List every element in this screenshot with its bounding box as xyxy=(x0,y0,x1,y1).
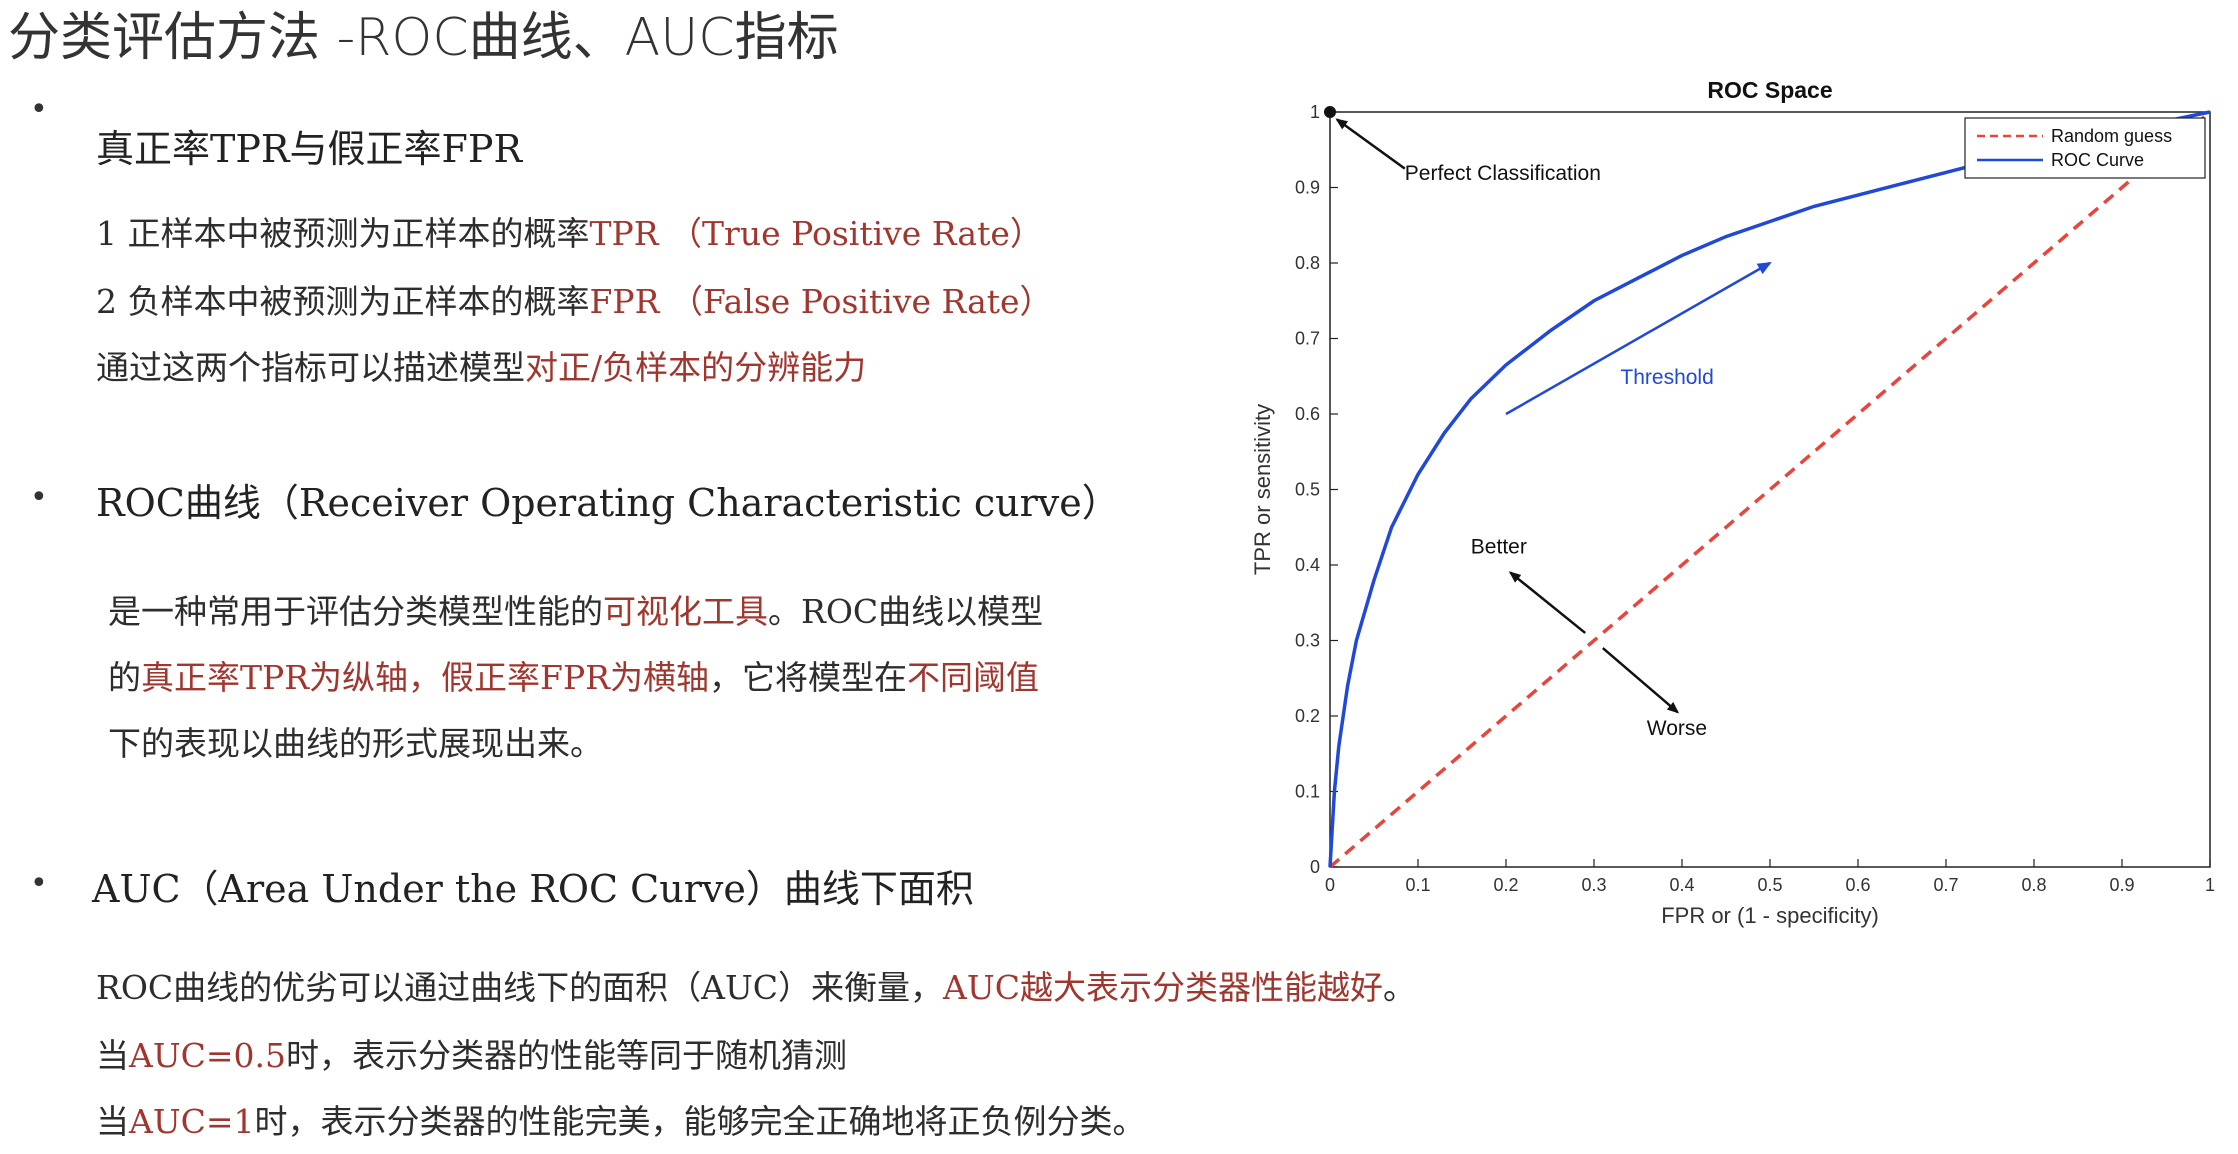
bullet-icon: • xyxy=(30,480,48,515)
section3-heading: AUC（Area Under the ROC Curve）曲线下面积 xyxy=(92,867,974,911)
auc-highlight: AUC=1 xyxy=(129,1102,255,1141)
x-tick-label: 1 xyxy=(2205,875,2215,895)
perfect-label: Perfect Classification xyxy=(1405,162,1601,185)
page-title: 分类评估方法 -ROC曲线、AUC指标 xyxy=(8,8,839,68)
x-tick-label: 0.8 xyxy=(2021,875,2046,895)
y-tick-label: 0.3 xyxy=(1295,631,1320,651)
section2-para-line1: 是一种常用于评估分类模型性能的可视化工具。ROC曲线以模型 xyxy=(108,592,1043,632)
bullet-icon: • xyxy=(30,92,48,127)
section3-line3: 当AUC=1时，表示分类器的性能完美，能够完全正确地将正负例分类。 xyxy=(96,1102,1146,1142)
x-tick-label: 0.3 xyxy=(1581,875,1606,895)
x-tick-label: 0.5 xyxy=(1757,875,1782,895)
section1-line2: 2 负样本中被预测为正样本的概率FPR （False Positive Rate… xyxy=(96,282,1053,322)
section2-para-line2: 的真正率TPR为纵轴，假正率FPR为横轴，它将模型在不同阈值 xyxy=(108,658,1039,698)
y-tick-label: 0.1 xyxy=(1295,782,1320,802)
para-text: 是一种常用于评估分类模型性能的 xyxy=(108,592,603,631)
para-text: 下的表现以曲线的形式展现出来。 xyxy=(108,724,603,763)
better-label: Better xyxy=(1471,536,1527,559)
x-tick-label: 0.9 xyxy=(2109,875,2134,895)
threshold-label: Threshold xyxy=(1620,366,1713,389)
y-tick-label: 1 xyxy=(1310,102,1320,122)
x-tick-label: 0 xyxy=(1325,875,1335,895)
y-tick-label: 0.5 xyxy=(1295,480,1320,500)
legend-entry: Random guess xyxy=(2051,126,2172,146)
section1-line1: 1 正样本中被预测为正样本的概率TPR （True Positive Rate） xyxy=(96,214,1043,254)
y-tick-label: 0.7 xyxy=(1295,329,1320,349)
y-axis-label: TPR or sensitivity xyxy=(1250,404,1275,575)
legend-entry: ROC Curve xyxy=(2051,150,2144,170)
worse-label: Worse xyxy=(1647,717,1707,740)
y-tick-label: 0.2 xyxy=(1295,706,1320,726)
section3-line1: ROC曲线的优劣可以通过曲线下的面积（AUC）来衡量，AUC越大表示分类器性能越… xyxy=(96,968,1416,1008)
para-text: 的 xyxy=(108,658,141,697)
legend-box xyxy=(1964,117,2206,179)
y-tick-label: 0.9 xyxy=(1295,178,1320,198)
line2-highlight: FPR （False Positive Rate） xyxy=(589,282,1053,321)
x-tick-label: 0.2 xyxy=(1493,875,1518,895)
x-tick-label: 0.7 xyxy=(1933,875,1958,895)
y-tick-label: 0.8 xyxy=(1295,253,1320,273)
y-tick-label: 0.6 xyxy=(1295,404,1320,424)
threshold-arrow xyxy=(1505,261,1772,416)
y-tick-label: 0.4 xyxy=(1295,555,1320,575)
x-tick-label: 0.4 xyxy=(1669,875,1694,895)
worse-arrow xyxy=(1601,647,1680,714)
better-arrow xyxy=(1508,571,1586,634)
section2-para-line3: 下的表现以曲线的形式展现出来。 xyxy=(108,724,603,764)
para-text: ，它将模型在 xyxy=(709,658,908,697)
line1-highlight: TPR （True Positive Rate） xyxy=(589,214,1043,253)
para-text: 。ROC曲线以模型 xyxy=(768,592,1044,631)
line2-text: 2 负样本中被预测为正样本的概率 xyxy=(96,282,590,321)
perfect-point xyxy=(1324,106,1336,118)
para-highlight: 真正率TPR为纵轴，假正率FPR为横轴 xyxy=(141,658,710,697)
roc-chart: ROC Space 0 0.1 0.2 0.3 0.4 0.5 0.6 0.7 0.8 0.9 1 0 0… xyxy=(1250,77,2215,928)
line3-text: 通过这两个指标可以描述模型 xyxy=(96,348,525,387)
auc-text: 时，表示分类器的性能等同于随机猜测 xyxy=(286,1036,848,1075)
line3-highlight: 对正/负样本的分辨能力 xyxy=(525,348,867,387)
auc-text: 当 xyxy=(96,1036,129,1075)
y-tick-label: 0 xyxy=(1310,857,1320,877)
x-axis-label: FPR or (1 - specificity) xyxy=(1661,903,1879,928)
x-tick-label: 0.6 xyxy=(1845,875,1870,895)
section1-heading: 真正率TPR与假正率FPR xyxy=(96,127,523,171)
random-guess-line xyxy=(1328,110,2212,869)
auc-highlight: AUC=0.5 xyxy=(129,1036,287,1075)
section2-heading: ROC曲线（Receiver Operating Characteristic … xyxy=(96,481,1120,525)
auc-text: 。 xyxy=(1382,968,1416,1007)
auc-text: 当 xyxy=(96,1102,129,1141)
chart-title: ROC Space xyxy=(1707,77,1832,103)
auc-highlight: AUC越大表示分类器性能越好 xyxy=(943,968,1383,1007)
x-tick-label: 0.1 xyxy=(1405,875,1430,895)
auc-text: 时，表示分类器的性能完美，能够完全正确地将正负例分类。 xyxy=(254,1102,1146,1141)
para-highlight: 不同阈值 xyxy=(907,658,1040,697)
bullet-icon: • xyxy=(30,866,48,901)
section1-line3: 通过这两个指标可以描述模型对正/负样本的分辨能力 xyxy=(96,348,866,388)
para-highlight: 可视化工具 xyxy=(603,592,768,631)
section3-line2: 当AUC=0.5时，表示分类器的性能等同于随机猜测 xyxy=(96,1036,847,1076)
perfect-arrow xyxy=(1335,118,1406,170)
auc-text: ROC曲线的优劣可以通过曲线下的面积（AUC）来衡量， xyxy=(96,968,944,1007)
line1-text: 1 正样本中被预测为正样本的概率 xyxy=(96,214,590,253)
